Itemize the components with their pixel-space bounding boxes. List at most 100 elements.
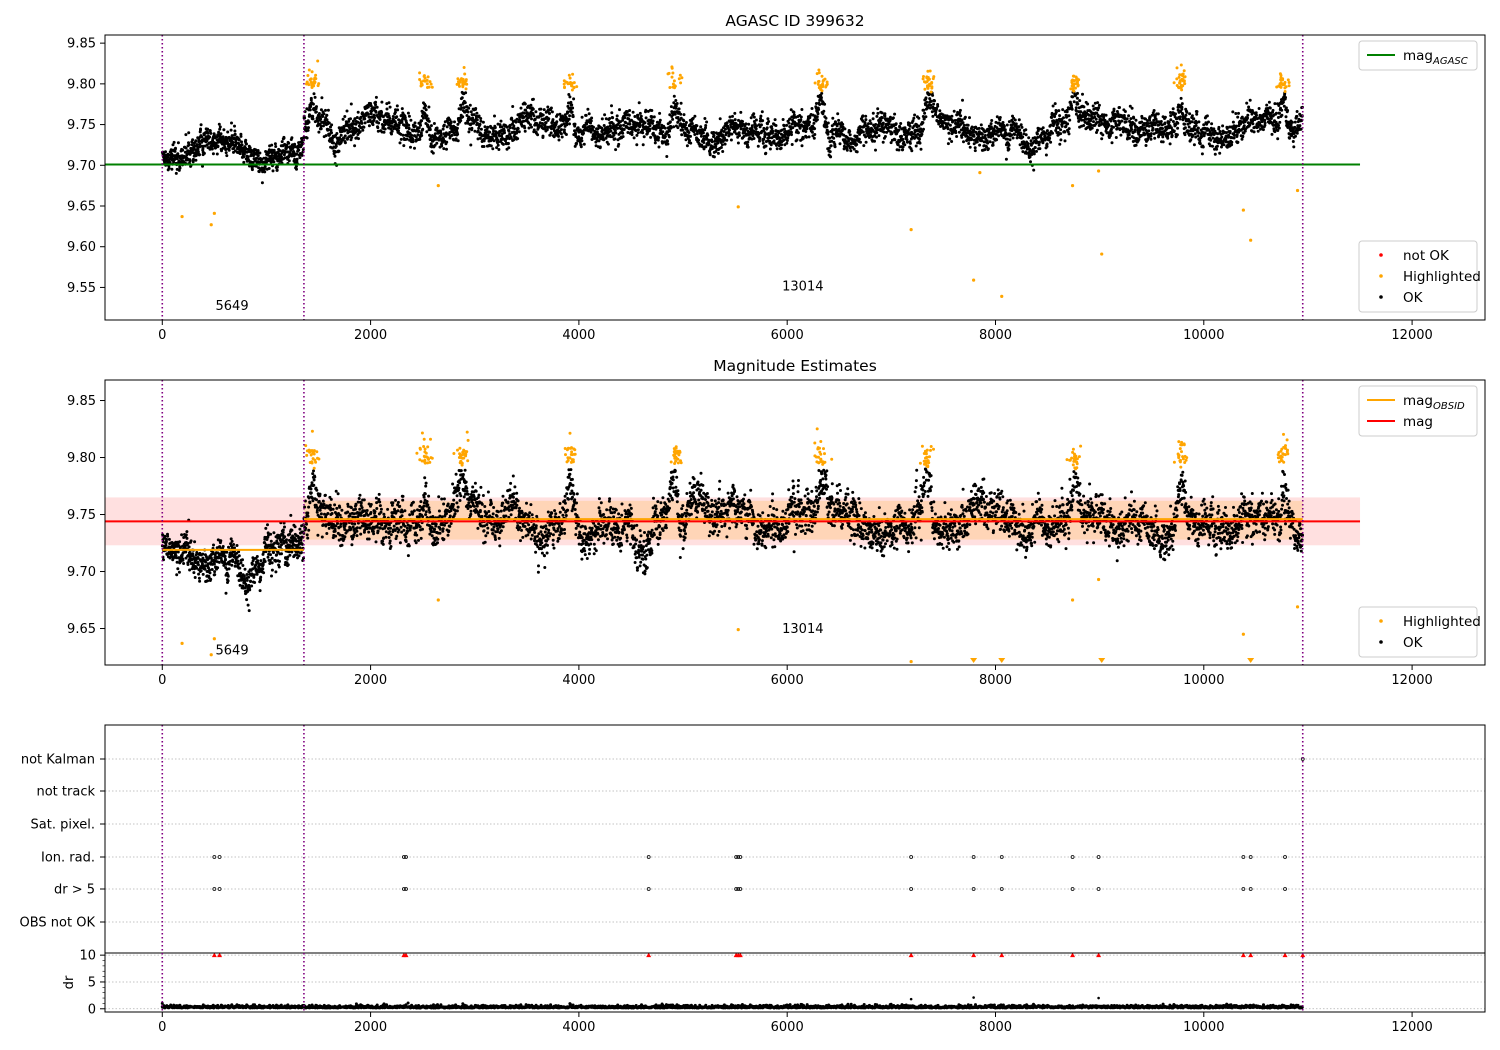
ok-point [282,136,286,140]
ok-point [1096,101,1100,105]
ok-point [684,138,688,142]
ok-point [354,122,358,126]
ok-point [576,126,580,130]
ok-point [1006,137,1009,141]
ok-point [378,118,382,121]
ok-point [1055,126,1058,130]
ok-point [1147,129,1151,133]
ok-point [1220,135,1224,139]
ok-point [813,127,817,131]
ok-point [637,101,641,105]
ok-point [1045,142,1049,146]
ok-point [948,137,952,141]
ok-point [311,102,315,106]
ok-point [320,96,324,100]
ok-point [476,137,480,141]
ok-point [1082,105,1086,109]
ok-point [1207,120,1210,124]
ok-point [409,118,413,122]
ok-point [606,142,610,146]
highlighted-point [1074,86,1077,90]
ok-point [1133,128,1137,132]
ok-point [1211,144,1214,148]
ok-point [630,133,634,137]
ok-point [702,147,706,151]
ok-point [191,160,195,164]
ok-point [1065,110,1069,114]
ok-point [406,111,410,115]
ok-point [327,121,331,125]
ok-point [905,134,909,138]
ok-point [397,123,401,127]
ok-point [349,117,352,121]
ok-point [317,130,321,134]
ok-point [531,97,535,101]
ok-point [768,132,772,136]
ok-point [736,141,740,145]
ok-point [745,126,749,130]
ok-point [1013,133,1017,136]
ok-point [339,133,343,137]
ok-point [349,102,353,106]
ok-point [907,127,911,131]
ok-point [233,132,237,136]
ok-point [1041,141,1045,145]
ok-point [230,134,234,138]
ok-point [1280,108,1284,112]
ok-point [663,134,667,138]
ok-point [1021,150,1025,154]
ok-point [741,120,744,123]
ok-point [1049,140,1053,144]
ok-point [166,155,170,159]
ok-point [1144,144,1148,147]
ok-point [921,115,925,118]
ok-point [1109,127,1113,131]
ok-point [1063,139,1067,143]
ok-point [819,96,823,100]
ok-point [639,114,643,118]
ok-point [763,135,767,139]
ok-point [548,112,551,115]
ok-point [918,141,922,145]
ok-point [876,107,880,111]
ok-point [689,134,692,138]
ok-point [229,128,233,132]
ok-point [221,135,225,139]
ok-point [1130,128,1134,131]
ok-point [1028,155,1032,159]
ok-point [293,142,297,146]
ok-point [330,123,334,127]
ok-point [648,124,652,128]
ok-point [957,130,961,134]
ok-point [689,141,693,145]
ok-point [334,144,338,148]
ok-point [1024,133,1028,137]
ok-point [380,100,384,104]
ok-point [571,106,575,110]
highlighted-point [464,87,468,91]
ok-point [614,148,618,152]
ok-point [656,138,660,142]
ok-point [223,145,227,149]
ok-point [995,115,999,119]
ok-point [442,147,446,151]
highlighted-point [820,89,824,93]
ok-point [864,140,868,144]
ok-point [322,124,325,128]
highlighted-point [462,66,466,69]
ok-point [1035,149,1038,153]
ok-point [1072,100,1076,104]
ok-point [319,124,323,128]
ok-point [406,130,410,134]
ok-point [1161,140,1165,144]
ok-point [238,152,242,155]
ok-point [523,129,527,133]
ok-point [541,122,544,125]
ok-point [476,129,480,133]
ok-point [358,130,362,134]
ok-point [888,115,892,119]
ok-point [702,141,706,144]
ok-point [609,129,613,133]
ok-point [752,115,756,119]
